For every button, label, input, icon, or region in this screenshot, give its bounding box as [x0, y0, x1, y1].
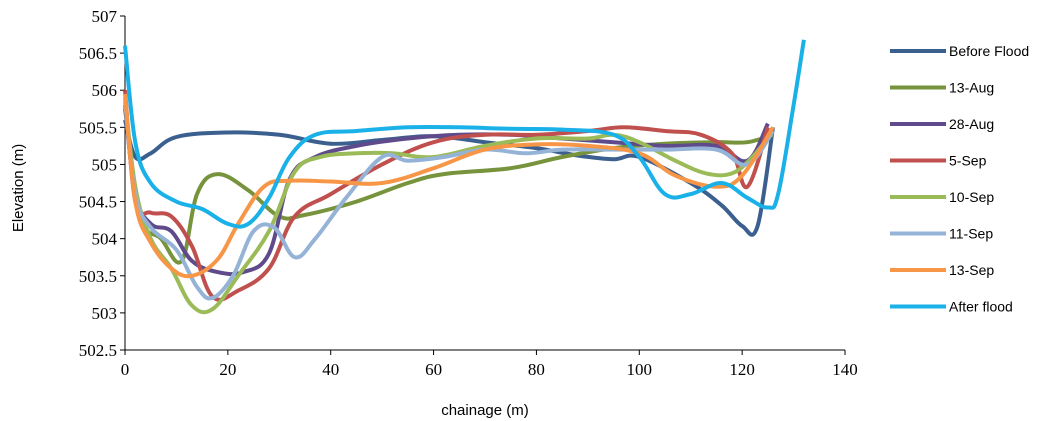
legend-label: 5-Sep [949, 153, 987, 169]
series-line-2 [123, 104, 770, 277]
legend-label: 13-Sep [949, 262, 994, 278]
series-line-1 [123, 108, 774, 265]
legend-label: 13-Aug [949, 80, 994, 96]
y-tick-label: 505 [92, 155, 118, 174]
series-line-3 [123, 90, 770, 302]
axes [124, 16, 845, 351]
x-tick-label: 80 [528, 360, 545, 379]
legend-label: 11-Sep [949, 226, 993, 242]
y-tick-label: 504.5 [79, 193, 117, 212]
y-axis-title: Elevation (m) [10, 144, 27, 232]
x-ticks: 0 20 40 60 80 100 120 140 [121, 350, 858, 379]
series-line-6 [123, 93, 775, 279]
series-lines [123, 39, 806, 315]
x-tick-label: 120 [729, 360, 755, 379]
x-tick-label: 100 [627, 360, 653, 379]
legend-label: 28-Aug [949, 116, 994, 132]
x-tick-label: 140 [832, 360, 858, 379]
x-axis-title: chainage (m) [441, 402, 529, 419]
y-tick-label: 504 [92, 230, 118, 249]
y-tick-label: 507 [92, 7, 118, 26]
legend-label: 10-Sep [949, 189, 994, 205]
x-tick-label: 40 [322, 360, 339, 379]
series-line-7 [123, 39, 806, 229]
x-tick-label: 60 [425, 360, 442, 379]
y-tick-label: 503.5 [79, 267, 117, 286]
legend: Before Flood 13-Aug 28-Aug 5-Sep 10-Sep 11-Se… [890, 43, 1029, 315]
y-tick-label: 505.5 [79, 118, 117, 137]
x-tick-label: 0 [121, 360, 130, 379]
y-tick-label: 506 [92, 81, 118, 100]
y-tick-label: 503 [92, 304, 118, 323]
y-tick-label: 502.5 [79, 341, 117, 360]
series-line-0 [123, 119, 775, 237]
legend-label: Before Flood [949, 43, 1029, 59]
x-tick-label: 20 [219, 360, 236, 379]
legend-label: After flood [949, 299, 1013, 315]
y-ticks: 502.5 503 503.5 504 504.5 505 505.5 506 506.5 507 [79, 7, 125, 360]
y-tick-label: 506.5 [79, 44, 117, 63]
